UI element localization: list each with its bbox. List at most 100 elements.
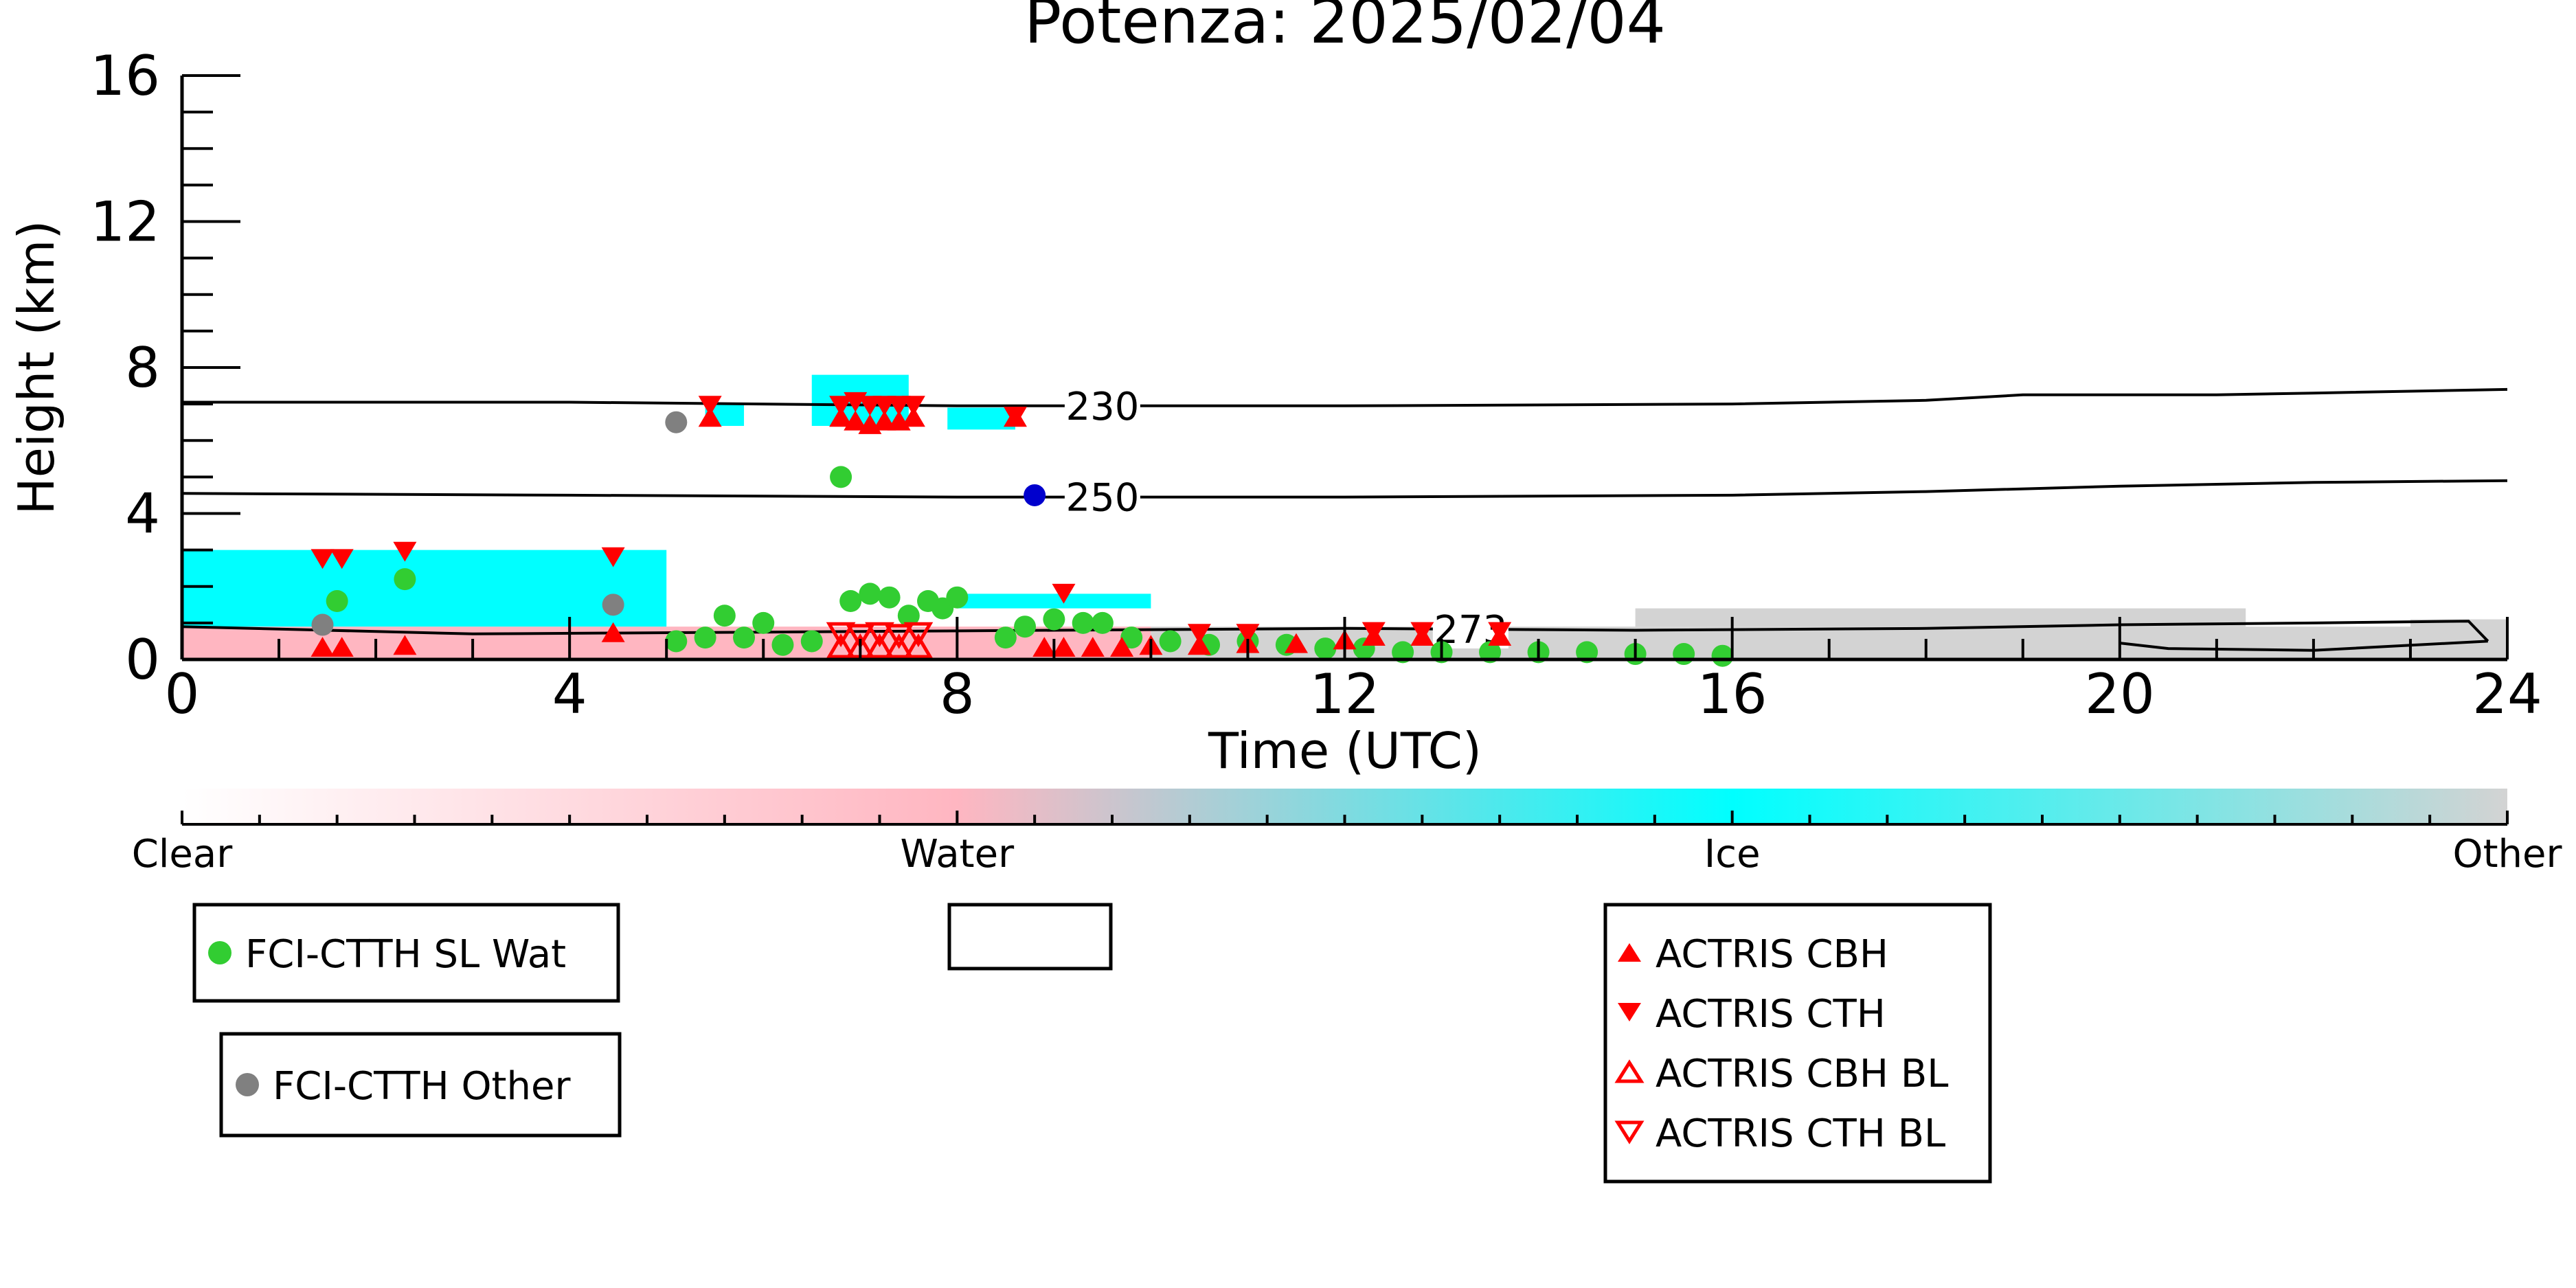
marker-actris-cth [1410, 622, 1434, 642]
marker-actris-cth [1187, 624, 1211, 644]
legend-frame [1603, 903, 1992, 1184]
marker-actris-cbh [310, 637, 335, 657]
marker-actris-cbh-bl [865, 633, 894, 659]
marker-actris-cbh [844, 410, 868, 431]
colorbar-label: Clear [132, 832, 233, 877]
marker-actris-cth [330, 549, 354, 569]
y-tick-label: 16 [90, 44, 160, 108]
marker-actris-cbh [330, 637, 354, 657]
legend-marker-cbh [1618, 943, 1641, 962]
y-tick-label: 12 [90, 190, 160, 254]
colorbar: Clear Water Ice Other [132, 789, 2562, 877]
marker-actris-cth [1052, 583, 1076, 604]
legend-marker-cbh-bl [1614, 1059, 1645, 1083]
marker-actris-cbh [1052, 637, 1076, 657]
marker-actris-cbh [698, 407, 722, 427]
marker-fci-ctth-sl-wat [1043, 608, 1065, 631]
legend-label: ACTRIS CBH BL [1656, 1052, 1948, 1096]
colorbar-label: Water [901, 832, 1015, 877]
legend-label: ACTRIS CBH [1656, 932, 1888, 977]
marker-fci-ctth-sl-wat [859, 583, 881, 605]
x-tick-label: 12 [1310, 662, 1380, 726]
cloud-region-ice [957, 594, 1151, 609]
marker-fci-ctth-sl-wat [839, 590, 862, 612]
marker-actris-cth-bl [903, 622, 934, 648]
marker-actris-cbh [1284, 633, 1308, 653]
marker-fci-ctth-sl-wat [1159, 630, 1182, 653]
marker-fci-ctth-sl-wat [326, 590, 348, 612]
marker-fci-ctth-sl-wat [1673, 643, 1695, 666]
marker-actris-cth-bl [845, 624, 875, 649]
contour-line [182, 387, 2507, 407]
legends: FCI-CTTH SL Wat FCI-CTTH Other ACTRIS CB… [192, 903, 1992, 1184]
marker-actris-cbh [829, 407, 853, 427]
marker-actris-cth-bl [884, 624, 914, 649]
legend-marker-fci-other [236, 1073, 259, 1096]
contour-line [182, 479, 2507, 499]
x-tick-label: 24 [2472, 662, 2542, 726]
marker-fci-ctth-sl-wat [1576, 641, 1598, 664]
marker-actris-cth [601, 547, 625, 567]
contour-label: 250 [1065, 476, 1139, 521]
marker-fci-ctth-other [665, 411, 688, 433]
marker-actris-cth [310, 549, 335, 569]
legend-frame [947, 903, 1113, 971]
marker-fci-ctth-sl-wat [1479, 641, 1502, 664]
marker-actris-cth [1003, 407, 1027, 427]
chart-title: Potenza: 2025/02/04 [1024, 0, 1666, 58]
marker-fci-ctth-sl-wat [713, 605, 736, 627]
contour-label-gap [1064, 477, 1140, 517]
legend-fci-wat: FCI-CTTH SL Wat [192, 903, 620, 1003]
y-tick-label: 8 [125, 336, 160, 400]
marker-actris-cbh [1187, 635, 1211, 655]
marker-fci-ctth-sl-wat [1711, 644, 1734, 667]
marker-fci-ctth-sl-wat [994, 626, 1017, 649]
marker-fci-ctth-sl-wat [830, 466, 852, 488]
cloud-region-ice [947, 407, 1015, 430]
contour-label: 230 [1065, 385, 1139, 429]
marker-actris-cth [1488, 622, 1512, 642]
marker-actris-cbh [1032, 637, 1057, 657]
legend-label: FCI-CTTH SL Wat [245, 932, 566, 977]
marker-actris-cth [393, 541, 417, 562]
colorbar-label: Ice [1704, 832, 1761, 877]
marker-actris-cbh [901, 407, 925, 427]
x-tick-label: 0 [165, 662, 200, 726]
axes: 0 4 8 12 16 0 4 8 12 16 20 24 [90, 44, 2542, 726]
marker-actris-cth [698, 396, 722, 416]
marker-fci-ctth-sl-wat [1314, 637, 1337, 660]
marker-actris-cbh [1081, 637, 1105, 657]
marker-actris-cbh-bl [826, 633, 856, 659]
legend-empty [947, 903, 1113, 971]
y-axis-label: Height (km) [8, 221, 65, 515]
data-markers [310, 392, 1734, 667]
marker-actris-cth [1362, 622, 1386, 642]
marker-fci-ctth-other [311, 613, 334, 636]
x-tick-label: 8 [940, 662, 975, 726]
legend-marker-cth [1618, 1003, 1641, 1021]
marker-fci-ctth-sl-wat [771, 633, 794, 656]
legend-marker-fci-wat [208, 941, 231, 964]
marker-fci-ctth-sl-wat [1120, 626, 1143, 649]
y-tick-label: 0 [125, 628, 160, 692]
marker-fci-ctth-sl-wat [733, 626, 756, 649]
marker-series-2 [1024, 484, 1046, 506]
legend-fci-other: FCI-CTTH Other [219, 1032, 622, 1138]
legend-label: ACTRIS CTH BL [1656, 1111, 1945, 1156]
x-tick-label: 16 [1697, 662, 1767, 726]
legend-frame [219, 1032, 622, 1138]
marker-actris-cth [829, 396, 853, 416]
marker-actris-cbh-bl [884, 633, 914, 659]
legend-frame [192, 903, 620, 1003]
marker-actris-cth [1236, 624, 1260, 644]
contour-line [2119, 640, 2488, 652]
marker-fci-ctth-sl-wat [665, 630, 688, 653]
marker-actris-cth-bl [865, 622, 894, 648]
marker-actris-cbh [601, 622, 625, 642]
marker-actris-cbh-bl [903, 633, 934, 659]
cloud-type-background [182, 374, 2507, 659]
marker-actris-cbh [1110, 637, 1134, 657]
marker-actris-cth [901, 396, 925, 416]
